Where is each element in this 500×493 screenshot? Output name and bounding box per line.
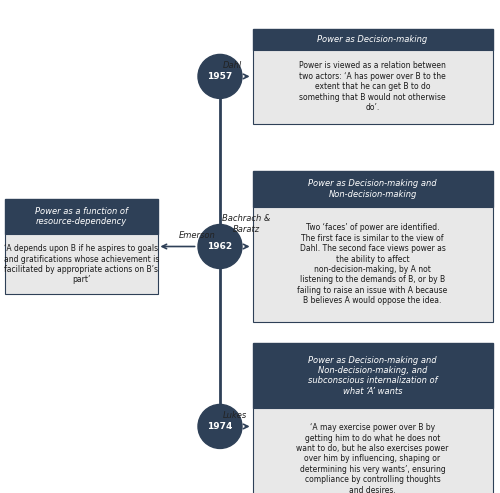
Text: Power as Decision-making and
Non-decision-making, and
subconscious internalizati: Power as Decision-making and Non-decisio…: [308, 355, 438, 396]
FancyBboxPatch shape: [5, 234, 158, 294]
Text: Dahl: Dahl: [222, 61, 242, 70]
FancyBboxPatch shape: [252, 343, 492, 408]
FancyBboxPatch shape: [5, 199, 158, 234]
Text: Bachrach &
Baratz: Bachrach & Baratz: [222, 214, 271, 234]
Text: ‘A depends upon B if he aspires to goals
and gratifications whose achievement is: ‘A depends upon B if he aspires to goals…: [4, 244, 159, 284]
Text: 1974: 1974: [208, 422, 233, 431]
Text: Emerson: Emerson: [179, 231, 216, 240]
Text: Two ‘faces’ of power are identified.
The first face is similar to the view of
Da: Two ‘faces’ of power are identified. The…: [298, 223, 448, 305]
Text: Power as Decision-making: Power as Decision-making: [318, 35, 428, 44]
Text: ‘A may exercise power over B by
getting him to do what he does not
want to do, b: ‘A may exercise power over B by getting …: [296, 423, 448, 493]
FancyBboxPatch shape: [252, 408, 492, 493]
Ellipse shape: [198, 54, 242, 99]
FancyBboxPatch shape: [252, 50, 492, 124]
Text: Power is viewed as a relation between
two actors: ‘A has power over B to the
ext: Power is viewed as a relation between tw…: [299, 62, 446, 112]
FancyBboxPatch shape: [252, 171, 492, 207]
Text: 1962: 1962: [208, 242, 233, 251]
Text: Power as Decision-making and
Non-decision-making: Power as Decision-making and Non-decisio…: [308, 179, 437, 199]
Text: Lukes: Lukes: [222, 411, 247, 420]
FancyBboxPatch shape: [252, 29, 492, 50]
Text: 1957: 1957: [208, 72, 233, 81]
Ellipse shape: [198, 404, 242, 449]
Ellipse shape: [198, 224, 242, 269]
FancyBboxPatch shape: [252, 207, 492, 322]
Text: Power as a function of
resource-dependency: Power as a function of resource-dependen…: [35, 207, 128, 226]
